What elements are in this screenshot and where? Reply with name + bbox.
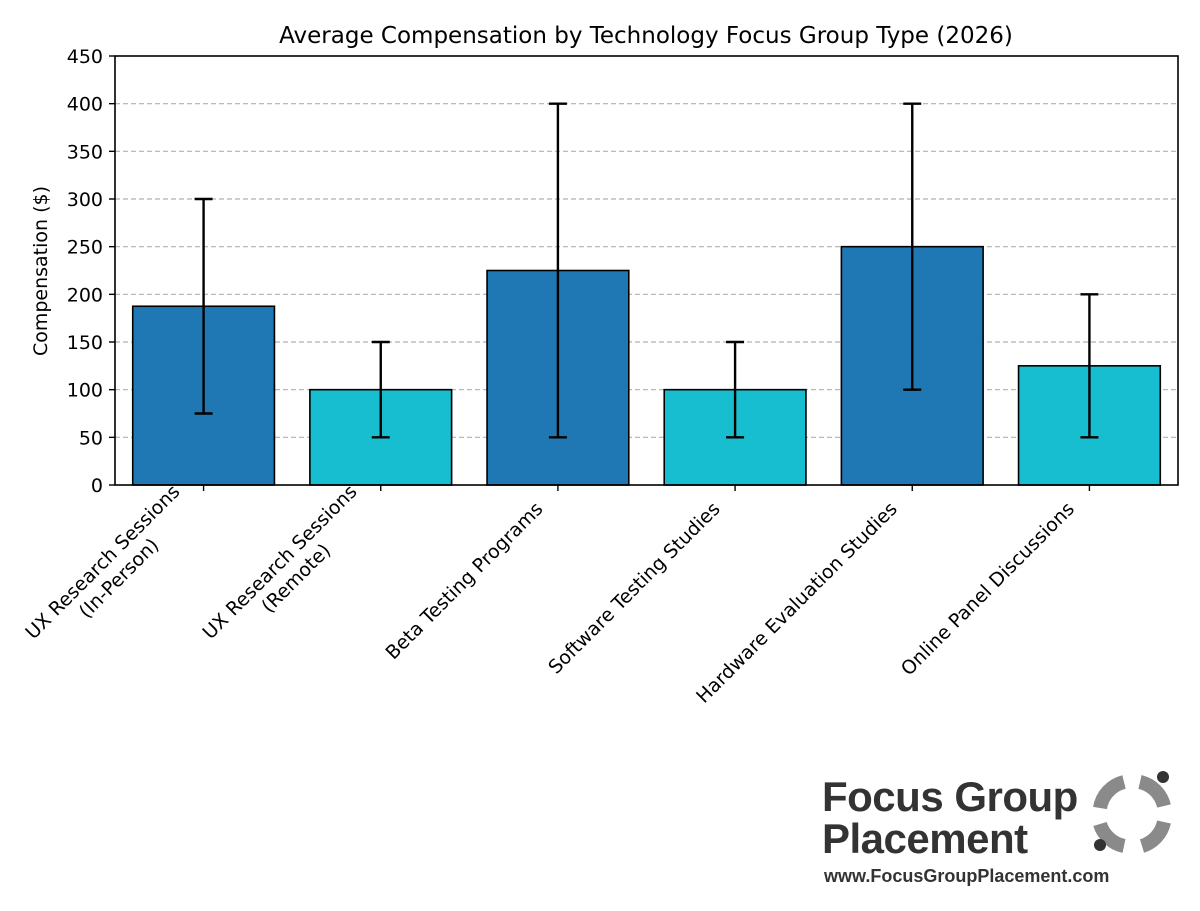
x-tick-label-line: UX Research Sessions <box>21 481 184 644</box>
logo-line-2: Placement <box>822 815 1028 862</box>
x-tick-label-line: Online Panel Discussions <box>897 498 1079 680</box>
logo-url: www.FocusGroupPlacement.com <box>824 866 1110 886</box>
plot-frame <box>114 55 1179 486</box>
y-ticks: 0 50 100 150 200 250 300 350 400 450 <box>67 46 115 497</box>
y-tick-label: 150 <box>67 332 103 354</box>
x-tick-label-line: UX Research Sessions <box>199 481 362 644</box>
x-tick-label-line: Beta Testing Programs <box>381 498 547 664</box>
y-tick-label: 350 <box>67 141 103 163</box>
logo-line-1: Focus Group <box>822 773 1078 820</box>
y-tick-label: 50 <box>79 427 103 449</box>
x-ticks: UX Research Sessions(In-Person) UX Resear… <box>21 481 1091 708</box>
x-tick-label: Software Testing Studies <box>544 498 724 678</box>
logo-ring-icon <box>1093 771 1171 853</box>
y-axis-label: Compensation ($) <box>30 186 52 356</box>
y-tick-label: 450 <box>67 46 103 68</box>
x-tick-label: Hardware Evaluation Studies <box>692 498 902 708</box>
error-bars <box>194 102 1099 439</box>
x-tick-label: UX Research Sessions(In-Person) <box>21 481 200 660</box>
x-tick-label: Online Panel Discussions <box>897 498 1079 680</box>
gridlines <box>115 103 1178 438</box>
y-tick-label: 200 <box>67 284 103 306</box>
y-tick-label: 100 <box>67 380 103 402</box>
chart-title: Average Compensation by Technology Focus… <box>279 23 1013 49</box>
brand-logo: Focus Group Placement www.FocusGroupPlac… <box>822 770 1192 895</box>
y-tick-label: 250 <box>67 237 103 259</box>
y-tick-label: 0 <box>91 475 103 497</box>
y-tick-label: 400 <box>67 94 103 116</box>
bars <box>131 245 1162 486</box>
axes <box>114 55 1179 486</box>
x-tick-label-line: Hardware Evaluation Studies <box>692 498 902 708</box>
bar-chart: Average Compensation by Technology Focus… <box>21 23 1179 708</box>
x-tick-label: Beta Testing Programs <box>381 498 547 664</box>
x-tick-label: UX Research Sessions(Remote) <box>199 481 378 660</box>
y-tick-label: 300 <box>67 189 103 211</box>
x-tick-label-line: Software Testing Studies <box>544 498 724 678</box>
